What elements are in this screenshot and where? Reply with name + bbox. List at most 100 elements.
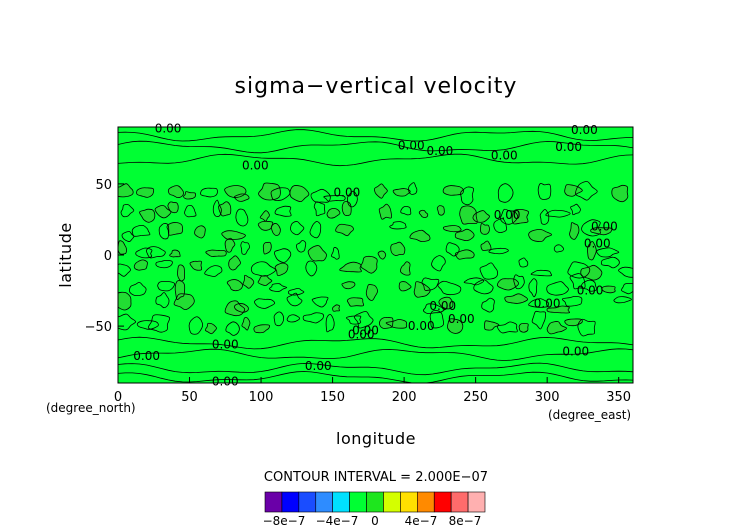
contour-label: 0.00 <box>591 220 618 234</box>
contour-line <box>121 231 135 242</box>
contour-line <box>392 188 411 197</box>
contour-line <box>528 229 552 242</box>
contour-line <box>332 304 340 312</box>
contour-line <box>118 371 633 383</box>
colorbar-tick-label: 8e−7 <box>449 514 482 528</box>
contour-line <box>307 245 327 262</box>
contour-line <box>262 241 272 255</box>
zero-contour-lines <box>118 129 633 383</box>
contour-line <box>118 362 633 376</box>
contour-line <box>580 279 598 292</box>
contour-line <box>379 317 394 329</box>
contour-line <box>353 311 374 329</box>
contour-patch <box>601 286 616 293</box>
contour-label: 0.00 <box>562 345 589 359</box>
y-unit-label: (degree_north) <box>46 401 136 415</box>
contour-line <box>479 262 498 280</box>
contour-patch <box>168 185 184 198</box>
y-tick-label: 50 <box>95 178 112 193</box>
contour-line <box>146 246 166 259</box>
colorbar-swatch <box>349 491 367 513</box>
contour-line <box>442 185 464 196</box>
contour-patch <box>183 191 196 199</box>
y-axis-label: latitude <box>56 222 75 287</box>
contour-label: 0.00 <box>398 138 425 152</box>
contour-line <box>135 247 153 259</box>
contour-line <box>528 278 538 298</box>
contour-line <box>447 318 464 334</box>
contour-line <box>431 255 446 272</box>
contour-line <box>235 208 249 227</box>
x-tick-label: 300 <box>535 390 560 405</box>
contour-patch <box>134 259 148 271</box>
contour-line <box>346 297 365 307</box>
contour-label: 0.00 <box>584 237 611 251</box>
contour-patch <box>546 305 570 314</box>
y-axis: 50 0 −50 <box>85 178 124 335</box>
contour-line <box>270 223 281 236</box>
contour-patch <box>271 223 281 236</box>
contour-line <box>530 269 553 277</box>
contour-patch <box>547 321 567 334</box>
colorbar-swatch <box>264 491 283 513</box>
contour-line <box>429 310 445 329</box>
contour-line <box>553 244 565 253</box>
contour-line <box>545 209 571 218</box>
x-tick-label: 350 <box>606 390 631 405</box>
contour-line <box>233 193 250 202</box>
contour-label: 0.00 <box>555 140 582 154</box>
contour-patch <box>480 223 490 235</box>
contour-line <box>438 296 454 310</box>
contour-line <box>575 181 598 201</box>
contour-patch <box>569 222 579 240</box>
contour-patch <box>341 281 355 289</box>
contour-line <box>460 186 475 206</box>
contour-line <box>400 261 411 276</box>
x-tick-label: 50 <box>181 390 198 405</box>
colorbar-swatch <box>450 491 469 513</box>
contour-line <box>147 314 171 333</box>
contour-line <box>390 241 406 256</box>
contour-label: 0.00 <box>155 121 182 135</box>
y-tick-label: −50 <box>85 320 112 335</box>
contour-patch <box>400 261 411 276</box>
colorbar-swatch <box>433 491 452 513</box>
contour-line <box>290 221 305 236</box>
contour-label: 0.00 <box>571 123 598 137</box>
contour-line <box>436 205 445 216</box>
contour-patch <box>205 323 217 334</box>
contour-line <box>228 255 241 271</box>
contour-line <box>389 221 407 230</box>
contour-line <box>305 260 318 277</box>
contour-line <box>459 205 478 225</box>
contour-line <box>118 129 633 142</box>
contour-line <box>613 296 632 304</box>
contour-line <box>611 184 629 203</box>
colorbar-swatch <box>400 491 418 513</box>
contour-line <box>254 298 276 309</box>
contour-line <box>274 262 289 276</box>
contour-line <box>496 278 519 291</box>
contour-label: 0.00 <box>427 144 454 158</box>
contour-line <box>139 208 156 223</box>
contour-patch <box>390 242 405 256</box>
contour-patch <box>175 280 185 300</box>
contour-label: 0.00 <box>212 338 239 352</box>
contour-line <box>269 283 288 292</box>
contour-line <box>481 297 495 313</box>
x-axis-label: longitude <box>336 429 416 448</box>
x-tick-label: 100 <box>249 390 274 405</box>
contour-patch <box>335 224 354 236</box>
contour-line <box>454 228 475 242</box>
contour-line <box>499 208 519 225</box>
contour-line <box>311 296 329 308</box>
contour-line <box>323 195 346 202</box>
contour-line <box>528 298 550 308</box>
contour-line <box>580 264 603 281</box>
contour-line <box>274 205 292 217</box>
contour-line <box>341 200 352 216</box>
contour-line <box>480 240 492 251</box>
contour-line <box>339 261 362 273</box>
contour-patch <box>118 292 132 311</box>
contour-line <box>493 218 507 233</box>
